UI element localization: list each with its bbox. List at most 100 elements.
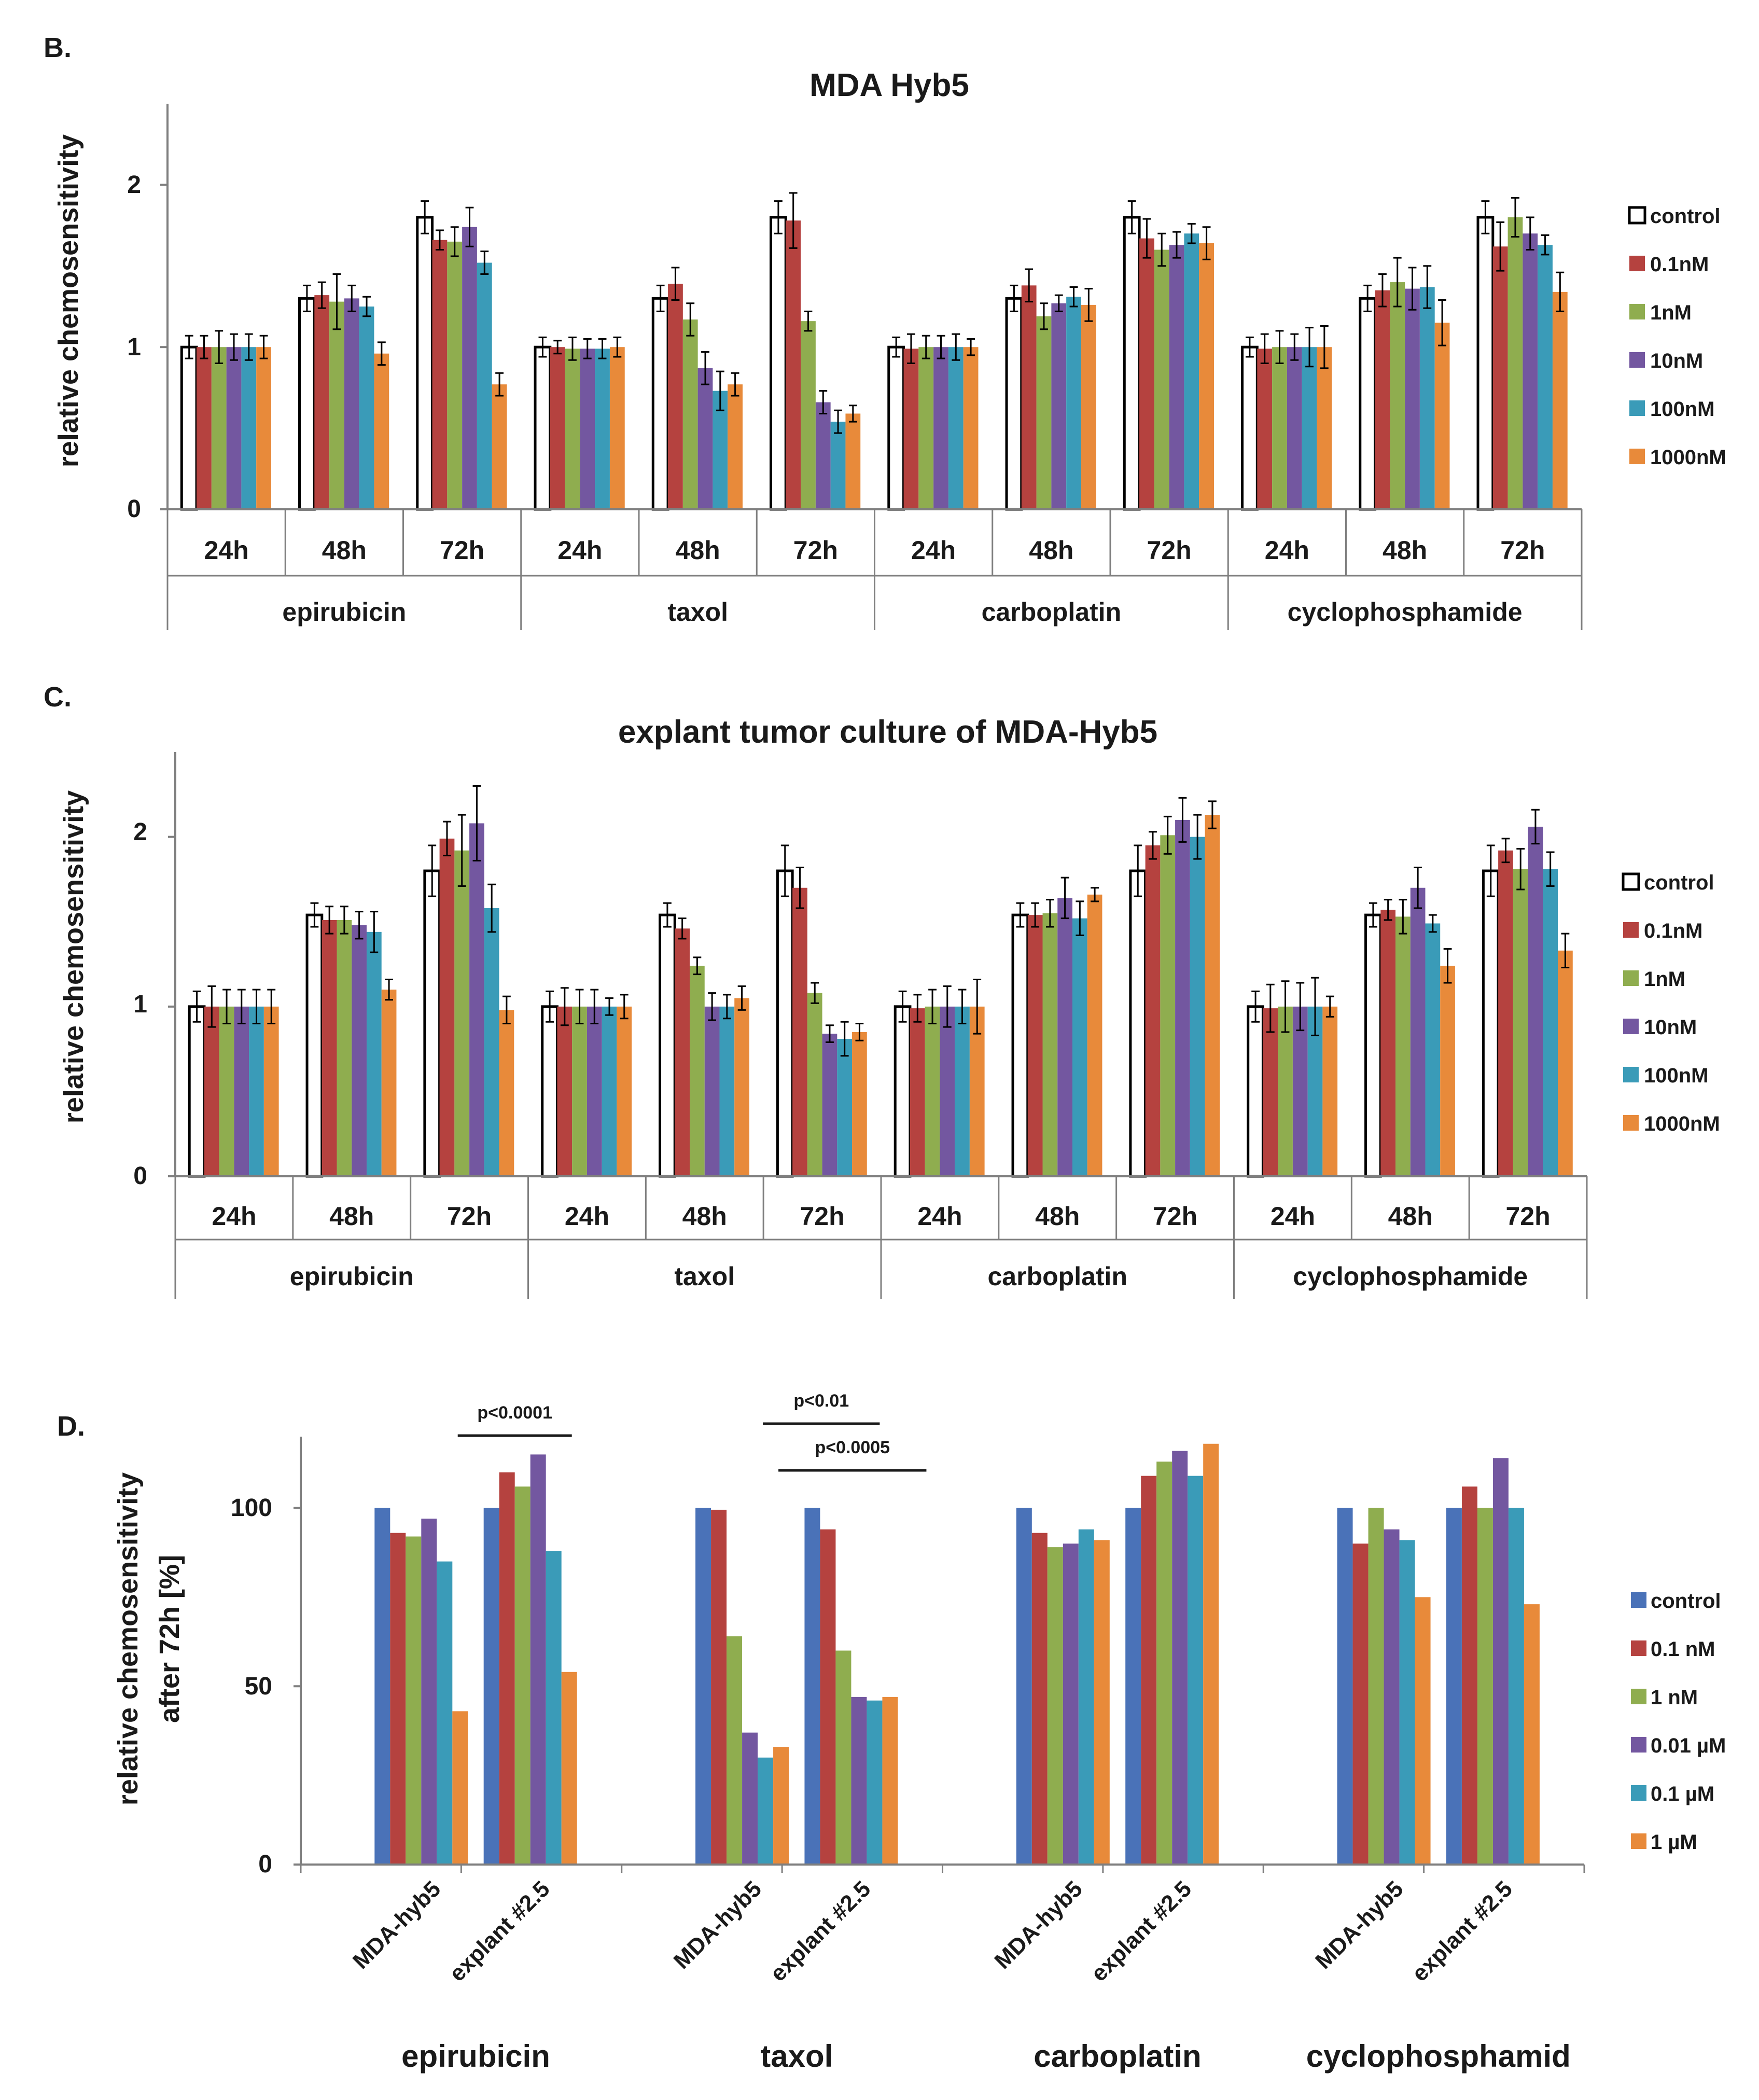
- panel-c-x-categories: 24h 48h 72h 24h 48h 72h 24h 48h 72h 24h …: [212, 1202, 1550, 1231]
- bar: [1359, 297, 1377, 511]
- legend-swatch: [1623, 922, 1639, 938]
- bar: [835, 1650, 851, 1865]
- bar: [845, 413, 861, 509]
- bar: [1047, 1547, 1063, 1865]
- panel-b-xcat: 48h: [1383, 536, 1427, 565]
- bar: [1375, 290, 1390, 509]
- bar: [572, 1006, 587, 1176]
- bar: [887, 345, 905, 511]
- panel-c-xcat: 24h: [1271, 1202, 1315, 1231]
- bar: [704, 1006, 720, 1176]
- bar: [1156, 1462, 1172, 1865]
- legend-swatch: [1629, 352, 1645, 368]
- bar: [1190, 837, 1205, 1176]
- bar: [1292, 1006, 1308, 1176]
- bar: [1302, 347, 1317, 509]
- bar: [541, 1005, 559, 1178]
- panel-c-xcat: 72h: [447, 1202, 492, 1231]
- bar: [314, 295, 330, 509]
- bar: [1011, 913, 1029, 1178]
- panel-d-ytick-0: 0: [258, 1851, 272, 1878]
- bar: [969, 1006, 985, 1176]
- bar: [452, 1711, 468, 1865]
- bar: [1078, 1529, 1094, 1865]
- bar: [719, 1006, 735, 1176]
- bar: [697, 368, 713, 509]
- bar: [770, 216, 787, 511]
- panel-b-xcat: 24h: [1265, 536, 1309, 565]
- panel-c-title: explant tumor culture of MDA-Hyb5: [618, 714, 1157, 750]
- bar: [305, 913, 324, 1178]
- panel-d-y-ticks: 0 50 100: [231, 1494, 272, 1878]
- bar: [329, 301, 344, 509]
- panel-b-legend-label: 10nM: [1650, 350, 1703, 372]
- bar: [565, 349, 580, 509]
- bar: [1072, 918, 1087, 1176]
- bar: [1399, 1540, 1415, 1865]
- bar: [1031, 1533, 1048, 1865]
- panel-b-group-label: epirubicin: [282, 597, 406, 627]
- bar: [366, 931, 382, 1176]
- bar: [1543, 869, 1558, 1176]
- bar: [1523, 233, 1538, 509]
- panel-c-xcat: 48h: [329, 1202, 374, 1231]
- panel-c-label: C.: [44, 682, 72, 713]
- bar: [776, 869, 794, 1178]
- panel-d-legend-label: 0.01 µM: [1651, 1734, 1726, 1757]
- panel-b-y-axis-label: relative chemosensitivity: [53, 134, 84, 467]
- bar: [546, 1551, 562, 1865]
- bar: [1094, 1540, 1110, 1865]
- bar: [352, 925, 367, 1176]
- bar: [1395, 916, 1411, 1176]
- bar: [963, 347, 979, 509]
- panel-b-bars: [180, 192, 1568, 511]
- bar: [1272, 347, 1287, 509]
- bar: [1263, 1008, 1278, 1176]
- bar: [1384, 1529, 1400, 1865]
- panel-b-xcat: 48h: [322, 536, 367, 565]
- bar: [180, 345, 198, 511]
- panel-b-chart: B. MDA Hyb5 relative chemosensitivity 0 …: [44, 32, 1726, 630]
- bar: [249, 1006, 264, 1176]
- panel-b-xcat: 48h: [676, 536, 720, 565]
- panel-b-xcat: 48h: [1029, 536, 1073, 565]
- panel-b-xcat: 24h: [557, 536, 602, 565]
- bar: [1337, 1508, 1353, 1865]
- bar: [1368, 1508, 1384, 1865]
- bar: [1125, 1508, 1141, 1865]
- bar: [1203, 1443, 1219, 1865]
- panel-b-ytick-2: 2: [127, 171, 141, 199]
- bar: [534, 345, 552, 511]
- bar: [1524, 1604, 1540, 1865]
- bar: [711, 1509, 727, 1865]
- panel-d-legend-label: 1 nM: [1651, 1686, 1698, 1709]
- bar: [1513, 869, 1528, 1176]
- bar: [801, 321, 816, 509]
- bar: [211, 347, 227, 509]
- panel-c-xcat: 72h: [800, 1202, 844, 1231]
- legend-swatch: [1623, 1067, 1639, 1082]
- bar: [1021, 285, 1037, 509]
- panel-b-legend-label: 1nM: [1650, 301, 1692, 324]
- bar: [1205, 815, 1220, 1176]
- panel-b-group-label: carboplatin: [982, 597, 1121, 627]
- bar: [1419, 287, 1435, 509]
- bar: [918, 347, 934, 509]
- bar: [1129, 869, 1147, 1178]
- bar: [807, 993, 822, 1176]
- panel-c-group-label: taxol: [674, 1262, 735, 1291]
- panel-c-legend-label: 1nM: [1644, 968, 1685, 991]
- bar: [483, 1508, 499, 1865]
- bar: [1016, 1508, 1032, 1865]
- bar: [423, 869, 441, 1178]
- bar: [1066, 297, 1081, 509]
- panel-b-title: MDA Hyb5: [809, 67, 969, 103]
- bar: [1434, 323, 1450, 509]
- panel-c-legend-label: 1000nM: [1644, 1112, 1720, 1135]
- bar: [903, 349, 919, 509]
- panel-c-group-label: cyclophosphamide: [1293, 1262, 1528, 1291]
- panel-d-ytick-50: 50: [245, 1673, 272, 1700]
- panel-c-legend-label: control: [1644, 871, 1714, 894]
- bar: [437, 1561, 453, 1865]
- panel-c-xcat: 48h: [682, 1202, 727, 1231]
